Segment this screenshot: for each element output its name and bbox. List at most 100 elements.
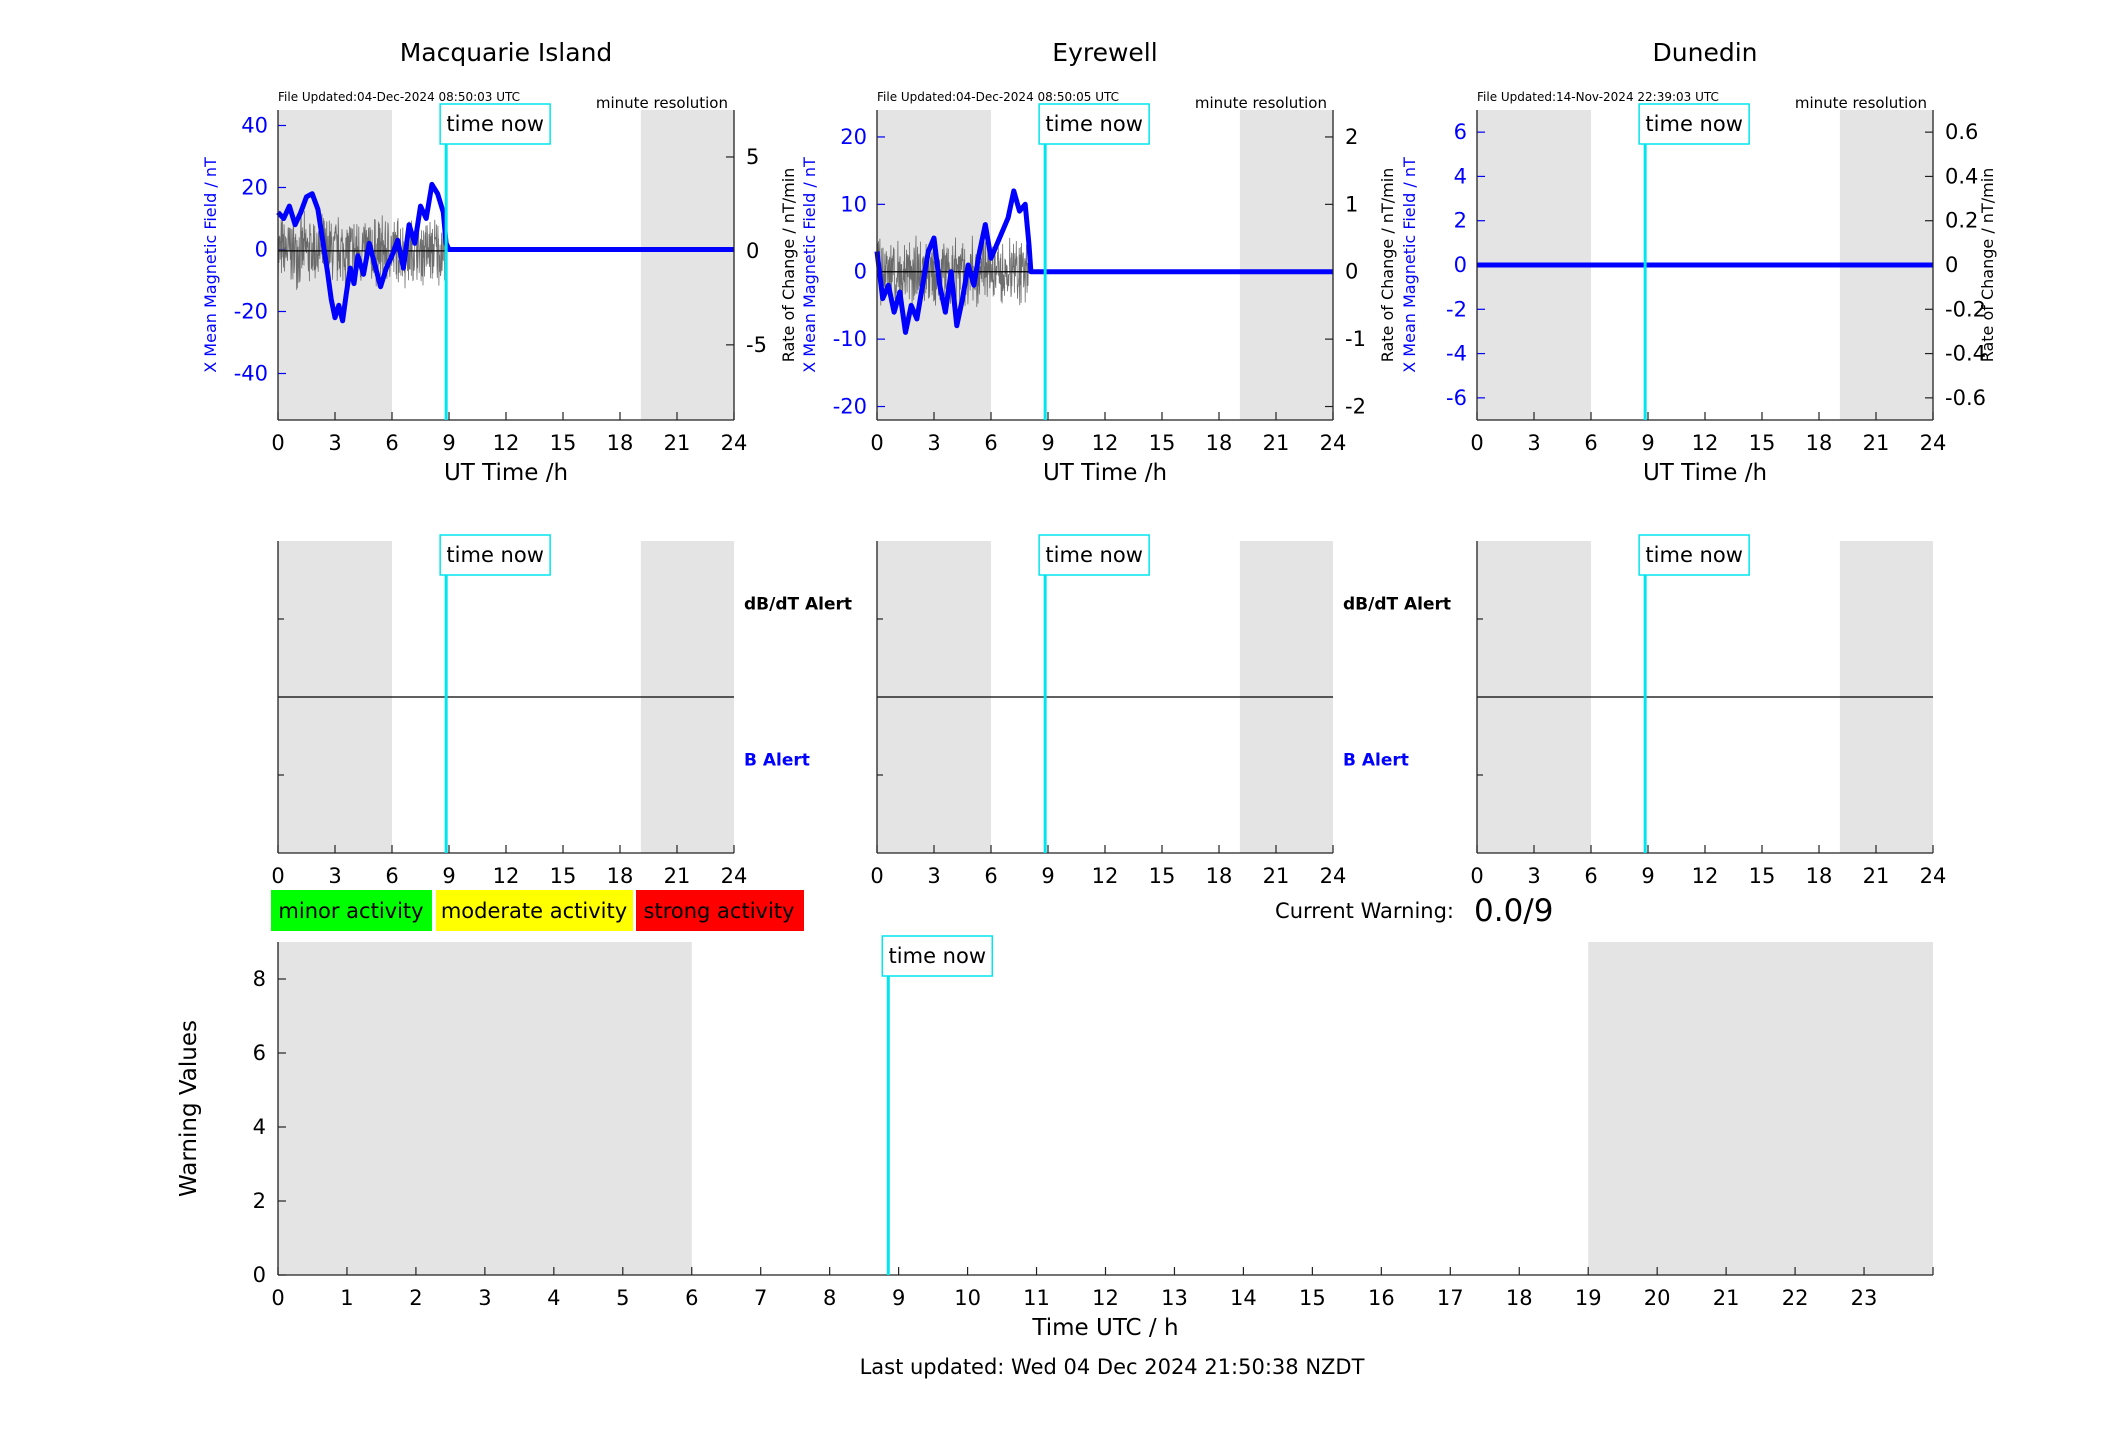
- legend-strong-label: strong activity: [644, 899, 795, 923]
- x-tick-label: 10: [954, 1286, 981, 1310]
- x-tick-label: 23: [1851, 1286, 1878, 1310]
- file-updated-text: File Updated:04-Dec-2024 08:50:03 UTC: [278, 90, 520, 104]
- x-tick-label: 12: [1692, 431, 1719, 455]
- x-tick-label: 21: [1263, 431, 1290, 455]
- time-now-box: [1638, 534, 1750, 576]
- x-tick-label: 9: [442, 431, 455, 455]
- x-tick-label: 9: [1641, 864, 1654, 888]
- y-right-tick-label: 0.4: [1945, 164, 1978, 188]
- x-tick-label: 18: [1806, 864, 1833, 888]
- x-tick-label: 13: [1161, 1286, 1188, 1310]
- panel-title: Dunedin: [1653, 38, 1758, 67]
- chart-panel-7: 0 1 2 3 4 5 6 7 8 9 10 11 12 13 14 15 16 17 18 19 20 21 22 2302…: [176, 935, 1934, 1341]
- x-tick-label: 12: [493, 431, 520, 455]
- legend-moderate-label: moderate activity: [441, 899, 627, 923]
- y-right-tick-label: 0: [1945, 253, 1958, 277]
- y-right-tick-label: 0.2: [1945, 209, 1978, 233]
- legend-minor-label: minor activity: [278, 899, 423, 923]
- time-now-label: time now: [889, 944, 986, 968]
- y-left-tick-label: 40: [241, 114, 268, 138]
- panel-title: Macquarie Island: [400, 38, 613, 67]
- y-right-tick-label: -0.2: [1945, 297, 1986, 321]
- y-left-tick-label: 2: [1454, 209, 1467, 233]
- legend-minor-swatch: [271, 890, 432, 931]
- time-now-label: time now: [1045, 112, 1142, 136]
- time-now-label: time now: [1045, 543, 1142, 567]
- time-now-box: [881, 935, 994, 977]
- x-tick-label: 24: [1320, 431, 1347, 455]
- y-right-tick-label: 0.6: [1945, 120, 1978, 144]
- resolution-text: minute resolution: [1195, 94, 1327, 112]
- x-tick-label: 14: [1230, 1286, 1257, 1310]
- x-tick-label: 9: [892, 1286, 905, 1310]
- y-left-tick-label: 20: [840, 125, 867, 149]
- chart-panel-4: 0 3 6 9 12 15 18 21 24 dB/dT Alert B Alert time now: [271, 534, 852, 888]
- x-tick-label: 1: [340, 1286, 353, 1310]
- x-tick-label: 12: [1692, 864, 1719, 888]
- x-tick-label: 3: [927, 431, 940, 455]
- x-tick-label: 6: [385, 431, 398, 455]
- dbdt-alert-label: dB/dT Alert: [1343, 594, 1451, 614]
- x-tick-label: 19: [1575, 1286, 1602, 1310]
- x-tick-label: 24: [1920, 431, 1947, 455]
- x-tick-label: 0: [870, 864, 883, 888]
- x-tick-label: 18: [1206, 864, 1233, 888]
- x-tick-label: 4: [547, 1286, 560, 1310]
- y-axis-label: Warning Values: [176, 1020, 202, 1197]
- x-tick-label: 2: [409, 1286, 422, 1310]
- time-now-label: time now: [446, 112, 543, 136]
- x-tick-label: 6: [385, 864, 398, 888]
- legend-strong-swatch: [636, 890, 804, 931]
- x-tick-label: 6: [984, 431, 997, 455]
- file-updated-text: File Updated:14-Nov-2024 22:39:03 UTC: [1477, 90, 1719, 104]
- y-tick-label: 2: [253, 1189, 266, 1213]
- y-left-tick-label: -2: [1446, 297, 1467, 321]
- chart-panel-1: 0 3 6 9 12 15 18 21 24 -40 -20 0 20 40 -5 0 5 X Mean Magn…: [201, 38, 798, 486]
- time-now-label: time now: [446, 543, 543, 567]
- b-alert-label: B Alert: [1343, 750, 1409, 770]
- x-tick-label: 0: [1470, 431, 1483, 455]
- x-tick-label: 21: [1713, 1286, 1740, 1310]
- x-tick-label: 11: [1023, 1286, 1050, 1310]
- x-tick-label: 21: [664, 431, 691, 455]
- resolution-text: minute resolution: [1795, 94, 1927, 112]
- y-right-tick-label: 2: [1345, 125, 1358, 149]
- x-tick-label: 3: [478, 1286, 491, 1310]
- x-tick-label: 15: [1149, 864, 1176, 888]
- x-tick-label: 3: [328, 431, 341, 455]
- y-right-tick-label: 0: [746, 239, 759, 263]
- x-tick-label: 15: [1749, 864, 1776, 888]
- x-tick-label: 9: [1041, 864, 1054, 888]
- y-left-tick-label: -20: [833, 395, 867, 419]
- x-field-line: [276, 181, 734, 324]
- x-tick-label: 15: [1149, 431, 1176, 455]
- y-left-tick-label: -40: [234, 362, 268, 386]
- activity-legend: minor activity moderate activity strong …: [271, 890, 804, 931]
- x-tick-label: 18: [607, 864, 634, 888]
- y-right-tick-label: -5: [746, 333, 767, 357]
- x-tick-label: 24: [1920, 864, 1947, 888]
- x-tick-label: 21: [664, 864, 691, 888]
- y-right-tick-label: -0.4: [1945, 342, 1986, 366]
- x-tick-label: 6: [685, 1286, 698, 1310]
- y-right-tick-label: 5: [746, 145, 759, 169]
- x-tick-label: 12: [493, 864, 520, 888]
- y-right-tick-label: 1: [1345, 192, 1358, 216]
- x-tick-label: 6: [1584, 864, 1597, 888]
- y-tick-label: 8: [253, 967, 266, 991]
- x-tick-label: 0: [271, 431, 284, 455]
- x-axis-label: UT Time /h: [1643, 460, 1767, 486]
- x-tick-label: 3: [328, 864, 341, 888]
- y-right-axis-label: Rate of Change / nT/min: [779, 168, 798, 363]
- x-tick-label: 12: [1092, 431, 1119, 455]
- x-tick-label: 12: [1092, 1286, 1119, 1310]
- y-left-tick-label: -6: [1446, 386, 1467, 410]
- y-left-tick-label: 6: [1454, 120, 1467, 144]
- b-alert-label: B Alert: [744, 750, 810, 770]
- x-axis-label: UT Time /h: [1043, 460, 1167, 486]
- time-now-box: [439, 534, 551, 576]
- x-tick-label: 18: [1806, 431, 1833, 455]
